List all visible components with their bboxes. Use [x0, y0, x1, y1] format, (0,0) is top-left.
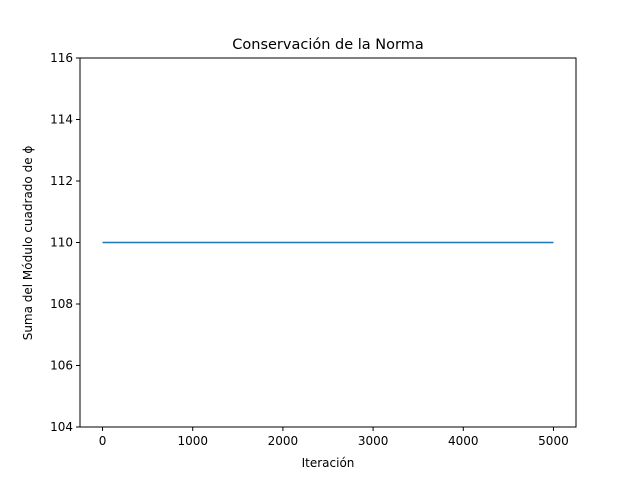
y-tick-label: 114 — [50, 113, 73, 127]
y-axis-label: Suma del Módulo cuadrado de ϕ — [21, 146, 35, 341]
y-axis-ticks: 104 106 108 110 112 114 116 — [50, 51, 80, 434]
x-tick-label: 3000 — [358, 434, 389, 448]
y-tick-label: 108 — [50, 297, 73, 311]
x-tick-label: 2000 — [268, 434, 299, 448]
x-tick-label: 1000 — [177, 434, 208, 448]
y-tick-label: 110 — [50, 236, 73, 250]
x-tick-label: 5000 — [538, 434, 569, 448]
y-tick-label: 104 — [50, 420, 73, 434]
axes-frame — [79, 57, 577, 428]
x-tick-label: 4000 — [448, 434, 479, 448]
x-tick-label: 0 — [99, 434, 107, 448]
y-tick-label: 116 — [50, 51, 73, 65]
y-tick-label: 106 — [50, 359, 73, 373]
x-axis-ticks: 0 1000 2000 3000 4000 5000 — [99, 427, 569, 448]
y-tick-label: 112 — [50, 174, 73, 188]
chart-title: Conservación de la Norma — [232, 37, 423, 53]
x-axis-label: Iteración — [302, 456, 355, 470]
